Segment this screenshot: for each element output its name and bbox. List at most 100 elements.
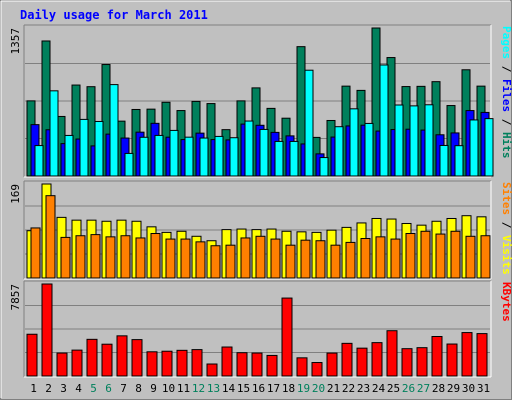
x-tick-label: 30 xyxy=(462,382,475,395)
legend-visits-sites: Sites / Visits xyxy=(500,182,512,275)
bar-pages xyxy=(184,136,194,177)
legend-entry: KBytes xyxy=(500,282,512,322)
x-tick-label: 10 xyxy=(162,382,175,395)
bar-pages xyxy=(394,104,404,177)
bar-kbytes xyxy=(356,347,368,377)
bar-sites xyxy=(450,230,461,279)
bar-kbytes xyxy=(311,362,323,377)
bar-kbytes xyxy=(161,350,173,377)
bar-kbytes xyxy=(431,336,443,377)
bar-kbytes xyxy=(371,342,383,377)
bar-sites xyxy=(30,227,41,279)
bar-kbytes xyxy=(116,335,128,377)
x-tick-label: 24 xyxy=(372,382,386,395)
legend-entry: Files xyxy=(500,79,512,112)
series-sites xyxy=(30,195,491,279)
bar-sites xyxy=(225,244,236,279)
bar-sites xyxy=(45,195,56,279)
x-tick-label: 12 xyxy=(192,382,205,395)
bar-sites xyxy=(180,238,191,279)
bar-pages xyxy=(379,64,389,177)
bar-kbytes xyxy=(446,343,458,377)
bar-sites xyxy=(345,241,356,279)
bar-kbytes xyxy=(191,349,203,377)
bar-pages xyxy=(244,120,254,177)
bar-pages xyxy=(259,128,269,177)
bar-sites xyxy=(315,240,326,279)
bar-sites xyxy=(60,236,71,279)
bar-sites xyxy=(465,235,476,279)
bar-kbytes xyxy=(71,349,83,377)
bar-pages xyxy=(289,140,299,177)
bar-kbytes xyxy=(56,352,68,377)
bar-kbytes xyxy=(41,283,53,377)
bar-pages xyxy=(334,126,344,177)
x-tick-label: 5 xyxy=(90,382,97,395)
x-tick-label: 7 xyxy=(120,382,127,395)
panel-hits-files-pages: 1357 Pages / Files / Hits xyxy=(9,24,512,178)
x-tick-label: 13 xyxy=(207,382,220,395)
bar-sites xyxy=(135,237,146,279)
bar-pages xyxy=(154,134,164,177)
x-tick-label: 14 xyxy=(222,382,236,395)
bar-pages xyxy=(109,84,119,177)
bar-sites xyxy=(435,233,446,279)
y-max-label: 7857 xyxy=(9,284,22,311)
x-tick-label: 22 xyxy=(342,382,355,395)
bar-sites xyxy=(255,235,266,279)
bar-sites xyxy=(90,234,101,279)
x-tick-label: 18 xyxy=(282,382,295,395)
bar-pages xyxy=(94,120,104,177)
bar-kbytes xyxy=(326,352,338,377)
x-tick-label: 25 xyxy=(387,382,400,395)
bar-pages xyxy=(409,105,419,177)
x-tick-label: 21 xyxy=(327,382,340,395)
y-max-label: 1357 xyxy=(9,28,22,55)
bar-pages xyxy=(214,135,224,177)
bar-pages xyxy=(229,137,239,177)
bar-kbytes xyxy=(251,352,263,377)
bar-kbytes xyxy=(281,297,293,377)
bar-kbytes xyxy=(146,351,158,377)
bar-pages xyxy=(319,157,329,177)
bar-kbytes xyxy=(296,357,308,377)
bar-sites xyxy=(300,239,311,279)
x-tick-label: 17 xyxy=(267,382,280,395)
bar-pages xyxy=(349,108,359,177)
bar-kbytes xyxy=(401,348,413,377)
bar-sites xyxy=(420,230,431,279)
panel-visits-sites: 169 Sites / Visits xyxy=(9,180,512,280)
x-tick-label: 29 xyxy=(447,382,460,395)
y-max-label: 169 xyxy=(9,184,22,204)
bar-sites xyxy=(375,236,386,279)
bar-sites xyxy=(360,238,371,279)
bar-pages xyxy=(169,129,179,177)
x-tick-label: 15 xyxy=(237,382,250,395)
bar-pages xyxy=(79,118,89,177)
bar-kbytes xyxy=(461,332,473,377)
panel-kbytes: 7857 KBytes xyxy=(9,280,512,378)
bar-kbytes xyxy=(416,347,428,377)
bar-sites xyxy=(210,245,221,279)
legend-entry: / xyxy=(500,59,512,79)
bar-sites xyxy=(405,233,416,279)
x-tick-label: 28 xyxy=(432,382,445,395)
bar-kbytes xyxy=(236,352,248,377)
x-tick-label: 2 xyxy=(45,382,52,395)
bar-pages xyxy=(64,134,74,177)
x-tick-label: 8 xyxy=(135,382,142,395)
bar-sites xyxy=(75,235,86,279)
bar-pages xyxy=(304,69,314,177)
bar-kbytes xyxy=(386,330,398,377)
bar-pages xyxy=(424,104,434,177)
bar-pages xyxy=(439,144,449,177)
bar-sites xyxy=(285,244,296,279)
series-pages xyxy=(34,64,494,177)
bar-sites xyxy=(105,236,116,279)
x-tick-label: 16 xyxy=(252,382,265,395)
x-tick-label: 26 xyxy=(402,382,415,395)
bar-pages xyxy=(124,152,134,177)
x-tick-label: 4 xyxy=(75,382,82,395)
legend-hits-files-pages: Pages / Files / Hits xyxy=(500,26,512,159)
bar-kbytes xyxy=(176,349,188,377)
